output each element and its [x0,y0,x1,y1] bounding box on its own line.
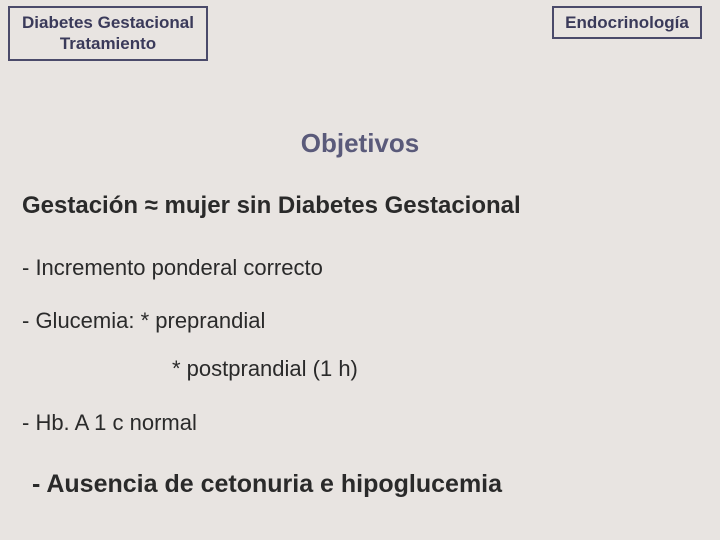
header-right-box: Endocrinología [552,6,702,39]
slide-subtitle: Gestación ≈ mujer sin Diabetes Gestacion… [22,192,521,220]
header-left-line2: Tratamiento [20,33,196,54]
header-left-box: Diabetes Gestacional Tratamiento [8,6,208,61]
bullet-3: - Hb. A 1 c normal [22,410,197,436]
header-left-line1: Diabetes Gestacional [20,12,196,33]
bullet-2-sub: * postprandial (1 h) [172,356,358,382]
slide-title: Objetivos [0,128,720,159]
bullet-1: - Incremento ponderal correcto [22,255,323,281]
bullet-4: - Ausencia de cetonuria e hipoglucemia [32,470,502,499]
bullet-2: - Glucemia: * preprandial [22,308,265,334]
header-right-text: Endocrinología [564,12,690,33]
